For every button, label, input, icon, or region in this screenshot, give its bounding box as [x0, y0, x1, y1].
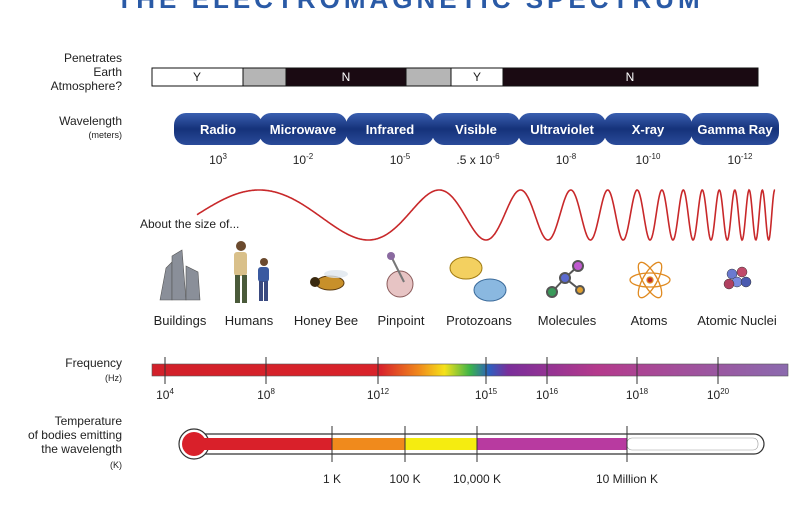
frequency-tick-label-exponent: 12: [380, 387, 389, 396]
object-label: Atomic Nuclei: [697, 313, 777, 328]
temperature-label: Temperature: [55, 414, 123, 428]
frequency-tick-label-base: 10: [257, 388, 271, 402]
frequency-tick-label-exponent: 18: [639, 387, 648, 396]
frequency-tick-label-base: 10: [475, 388, 489, 402]
frequency-tick-label-exponent: 16: [549, 387, 558, 396]
band-pill: [259, 113, 347, 145]
object-label: Protozoans: [446, 313, 512, 328]
wavelength-value: 103: [209, 152, 227, 167]
band-name: Microwave: [270, 122, 336, 137]
band-name: X-ray: [632, 122, 665, 137]
frequency-tick-label: 1016: [536, 387, 559, 402]
frequency-tick-label-exponent: 8: [270, 387, 275, 396]
band-name: Radio: [200, 122, 236, 137]
frequency-tick-label-exponent: 4: [169, 387, 174, 396]
size-label: About the size of...: [140, 217, 239, 231]
frequency-tick-label-base: 10: [707, 388, 721, 402]
frequency-label: Frequency: [65, 356, 122, 370]
frequency-tick-label-exponent: 15: [488, 387, 497, 396]
object-label: Atoms: [631, 313, 668, 328]
atmosphere-label: Earth: [93, 65, 122, 79]
frequency-unit: (Hz): [105, 373, 122, 383]
temperature-tick-label: 1 K: [323, 472, 341, 486]
band-pill: [346, 113, 434, 145]
frequency-tick-label-base: 10: [156, 388, 170, 402]
frequency-tick-label-exponent: 20: [720, 387, 729, 396]
title: THE ELECTROMAGNETIC SPECTRUM: [116, 0, 703, 14]
band-pill: [604, 113, 692, 145]
frequency-tick-label-base: 10: [367, 388, 381, 402]
temperature-unit: (K): [110, 460, 122, 470]
wavelength-value-exponent: -6: [492, 152, 500, 161]
wavelength-value: 10-10: [636, 152, 661, 167]
atmosphere-label: Penetrates: [64, 51, 122, 65]
wavelength-value: .5 x 10-6: [456, 152, 500, 167]
wavelength-value-exponent: -12: [741, 152, 753, 161]
band-pill: [691, 113, 779, 145]
wavelength-unit: (meters): [89, 130, 123, 140]
band-name: Infrared: [366, 122, 414, 137]
frequency-tick-label: 1018: [626, 387, 649, 402]
temperature-label: the wavelength: [41, 442, 122, 456]
frequency-bar: [151, 363, 789, 377]
frequency-tick-label: 1012: [367, 387, 390, 402]
frequency-tick-label-base: 10: [626, 388, 640, 402]
object-label: Humans: [225, 313, 274, 328]
wavelength-value-base: 10: [293, 153, 307, 167]
wavelength-value: 10-8: [556, 152, 577, 167]
object-label: Pinpoint: [378, 313, 425, 328]
frequency-tick-label: 104: [156, 387, 174, 402]
temperature-tick-label: 10,000 K: [453, 472, 501, 486]
atmosphere-answer: N: [626, 70, 635, 84]
temperature-tick-label: 10 Million K: [596, 472, 658, 486]
band-pill: [174, 113, 262, 145]
wavelength-value-base: 10: [209, 153, 223, 167]
wavelength-value-exponent: -10: [649, 152, 661, 161]
band-name: Gamma Ray: [697, 122, 773, 137]
band-name: Ultraviolet: [530, 122, 594, 137]
wavelength-value: 10-5: [390, 152, 411, 167]
frequency-tick-label-base: 10: [536, 388, 550, 402]
temperature-tick-label: 100 K: [389, 472, 420, 486]
frequency-tick-label: 108: [257, 387, 275, 402]
wavelength-value: 10-2: [293, 152, 314, 167]
atmosphere-label: Atmosphere?: [51, 79, 123, 93]
wavelength-value: 10-12: [728, 152, 753, 167]
wavelength-value-exponent: -8: [569, 152, 577, 161]
wavelength-value-base: 10: [556, 153, 570, 167]
object-label: Honey Bee: [294, 313, 358, 328]
object-label: Molecules: [538, 313, 597, 328]
band-name: Visible: [455, 122, 497, 137]
wavelength-value-exponent: 3: [222, 152, 227, 161]
size-icons: [159, 241, 752, 303]
wave: [196, 188, 776, 242]
wavelength-value-base: 10: [390, 153, 404, 167]
frequency-tick-label: 1015: [475, 387, 498, 402]
wavelength-value-base: 10: [728, 153, 742, 167]
band-pill: [432, 113, 520, 145]
wavelength-value-exponent: -2: [306, 152, 314, 161]
object-label: Buildings: [154, 313, 207, 328]
thermometer: [178, 428, 765, 460]
wavelength-value-base: .5 x 10: [456, 153, 492, 167]
wavelength-value-exponent: -5: [403, 152, 411, 161]
wavelength-value-base: 10: [636, 153, 650, 167]
atmosphere-answer: Y: [193, 70, 201, 84]
atmosphere-answer: N: [342, 70, 351, 84]
frequency-tick-label: 1020: [707, 387, 730, 402]
atmosphere-bar: [151, 67, 759, 87]
wavelength-label: Wavelength: [59, 114, 122, 128]
temperature-label: of bodies emitting: [28, 428, 122, 442]
band-pill: [518, 113, 606, 145]
atmosphere-answer: Y: [473, 70, 481, 84]
